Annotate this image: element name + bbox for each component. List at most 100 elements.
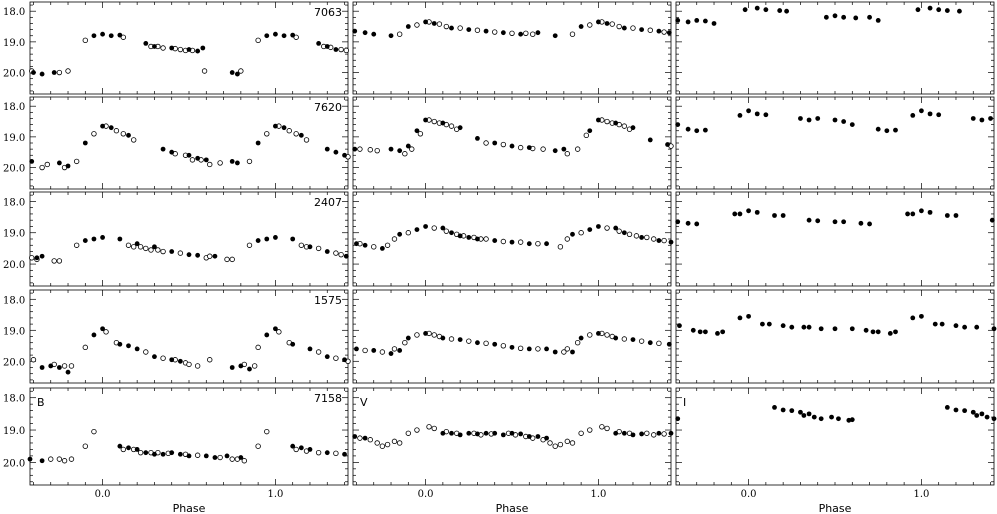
data-point-open	[82, 344, 89, 351]
data-point-open	[357, 146, 363, 152]
data-point-filled	[789, 408, 795, 414]
data-point-open	[246, 158, 253, 165]
data-point-open	[616, 228, 622, 234]
data-point-open	[483, 340, 489, 347]
data-point-filled	[457, 337, 463, 342]
data-point-open	[68, 456, 75, 462]
data-point-filled	[229, 365, 235, 370]
data-point-filled	[849, 417, 855, 423]
data-point-filled	[957, 8, 962, 14]
data-point-open	[535, 346, 541, 352]
data-point-filled	[371, 348, 377, 353]
data-point-filled	[177, 451, 183, 457]
data-point-filled	[397, 348, 403, 353]
data-point-open	[207, 161, 213, 168]
data-point-open	[65, 68, 71, 74]
data-point-filled	[100, 31, 105, 37]
panel-7063-B: 18.0 19.0 20.0 7063	[3, 1, 349, 95]
data-point-filled	[91, 236, 97, 242]
data-point-filled	[449, 430, 454, 436]
data-point-filled	[343, 253, 349, 259]
data-point-filled	[238, 363, 244, 369]
data-point-filled	[126, 132, 131, 138]
data-point-filled	[290, 341, 296, 347]
panel-frame	[29, 96, 349, 190]
data-point-filled	[307, 447, 313, 452]
data-point-filled	[984, 414, 990, 420]
data-point-filled	[621, 430, 627, 436]
data-point-filled	[466, 235, 472, 240]
data-point-open	[564, 236, 571, 242]
data-point-filled	[56, 365, 62, 370]
data-point-open	[30, 357, 37, 363]
band-label: I	[683, 396, 686, 409]
data-point-open	[315, 349, 322, 355]
data-point-filled	[936, 112, 942, 118]
data-point-filled	[675, 18, 681, 23]
data-point-filled	[423, 117, 428, 123]
data-point-filled	[126, 343, 131, 349]
data-point-filled	[354, 346, 359, 352]
data-point-filled	[264, 33, 270, 39]
data-point-open	[333, 250, 339, 256]
data-point-filled	[177, 358, 183, 364]
data-point-open	[552, 443, 558, 449]
data-point-open	[621, 123, 628, 129]
data-point-filled	[518, 431, 524, 437]
data-point-open	[379, 443, 386, 449]
panel-7063-V	[352, 1, 672, 95]
data-point-filled	[570, 349, 575, 355]
data-point-filled	[763, 112, 769, 118]
data-point-filled	[647, 340, 653, 346]
data-point-filled	[910, 113, 916, 118]
data-point-open	[517, 239, 524, 245]
data-point-filled	[362, 30, 368, 36]
data-point-open	[73, 242, 80, 248]
data-point-filled	[690, 327, 696, 333]
data-point-filled	[702, 329, 708, 335]
data-point-open	[143, 349, 149, 355]
data-point-filled	[970, 409, 976, 415]
data-point-filled	[841, 219, 847, 225]
data-point-filled	[324, 249, 330, 254]
data-point-open	[201, 68, 208, 74]
data-point-filled	[509, 143, 515, 149]
data-point-filled	[405, 335, 411, 341]
data-point-filled	[475, 236, 480, 242]
data-point-filled	[397, 148, 403, 154]
data-point-filled	[492, 238, 498, 243]
data-point-filled	[333, 149, 339, 155]
data-point-filled	[195, 48, 201, 54]
data-point-filled	[832, 117, 838, 123]
data-point-filled	[298, 132, 304, 138]
data-point-filled	[604, 21, 610, 26]
data-point-filled	[91, 332, 97, 338]
data-point-open	[609, 21, 615, 27]
data-point-open	[160, 355, 166, 361]
data-point-open	[177, 46, 184, 53]
data-point-filled	[544, 435, 549, 441]
data-point-filled	[823, 14, 829, 20]
data-point-filled	[354, 241, 359, 247]
data-point-open	[443, 23, 450, 30]
data-point-filled	[932, 321, 938, 327]
data-point-filled	[685, 220, 691, 226]
data-point-filled	[596, 19, 601, 25]
data-point-open	[29, 255, 35, 261]
data-point-filled	[887, 331, 893, 336]
data-point-filled	[500, 30, 506, 36]
data-point-open	[120, 131, 127, 137]
panel-1575-I	[675, 289, 997, 384]
data-point-filled	[281, 33, 287, 39]
data-point-open	[120, 446, 127, 453]
data-point-filled	[836, 416, 841, 422]
data-point-filled	[186, 453, 192, 459]
y-tick-label: 19.0	[3, 133, 25, 144]
data-point-open	[426, 424, 432, 430]
data-point-open	[207, 253, 213, 259]
data-point-filled	[675, 219, 681, 225]
data-point-filled	[224, 453, 230, 459]
data-point-filled	[134, 346, 140, 352]
panel-1575-V	[352, 289, 672, 384]
data-point-filled	[832, 219, 838, 225]
